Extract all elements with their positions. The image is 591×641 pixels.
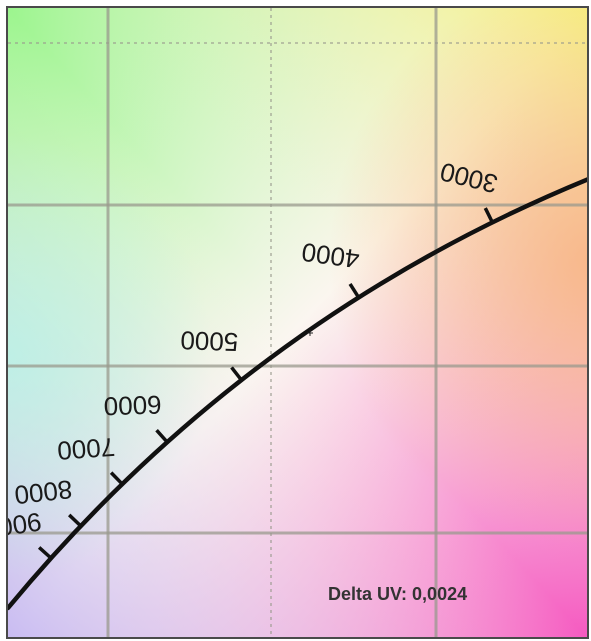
locus-tick xyxy=(348,283,361,299)
crosshair-cursor xyxy=(307,330,313,336)
tick-label-8000: 8000 xyxy=(13,474,74,510)
grid xyxy=(8,8,587,637)
tick-label-9000: 9000 xyxy=(8,507,43,545)
tick-label-5000: 5000 xyxy=(180,325,239,357)
locus-tick xyxy=(109,471,124,486)
delta-uv-readout: Delta UV: 0,0024 xyxy=(328,584,467,605)
color-field-cyan-tint xyxy=(8,8,587,637)
chromaticity-diagram: 3000 4000 5000 6000 7000 8000 9000 Delta UV: 0… xyxy=(6,6,589,639)
locus-tick xyxy=(230,366,243,382)
delta-uv-label: Delta UV: xyxy=(328,584,408,604)
locus-ticks xyxy=(37,207,494,560)
delta-uv-value: 0,0024 xyxy=(412,584,468,604)
tick-label-7000: 7000 xyxy=(56,432,116,466)
locus-tick xyxy=(483,207,494,224)
planckian-locus-curve xyxy=(8,177,587,611)
tick-label-6000: 6000 xyxy=(103,390,162,422)
locus-tick xyxy=(155,429,169,444)
locus-tick xyxy=(67,513,82,528)
locus-tick xyxy=(37,546,53,560)
